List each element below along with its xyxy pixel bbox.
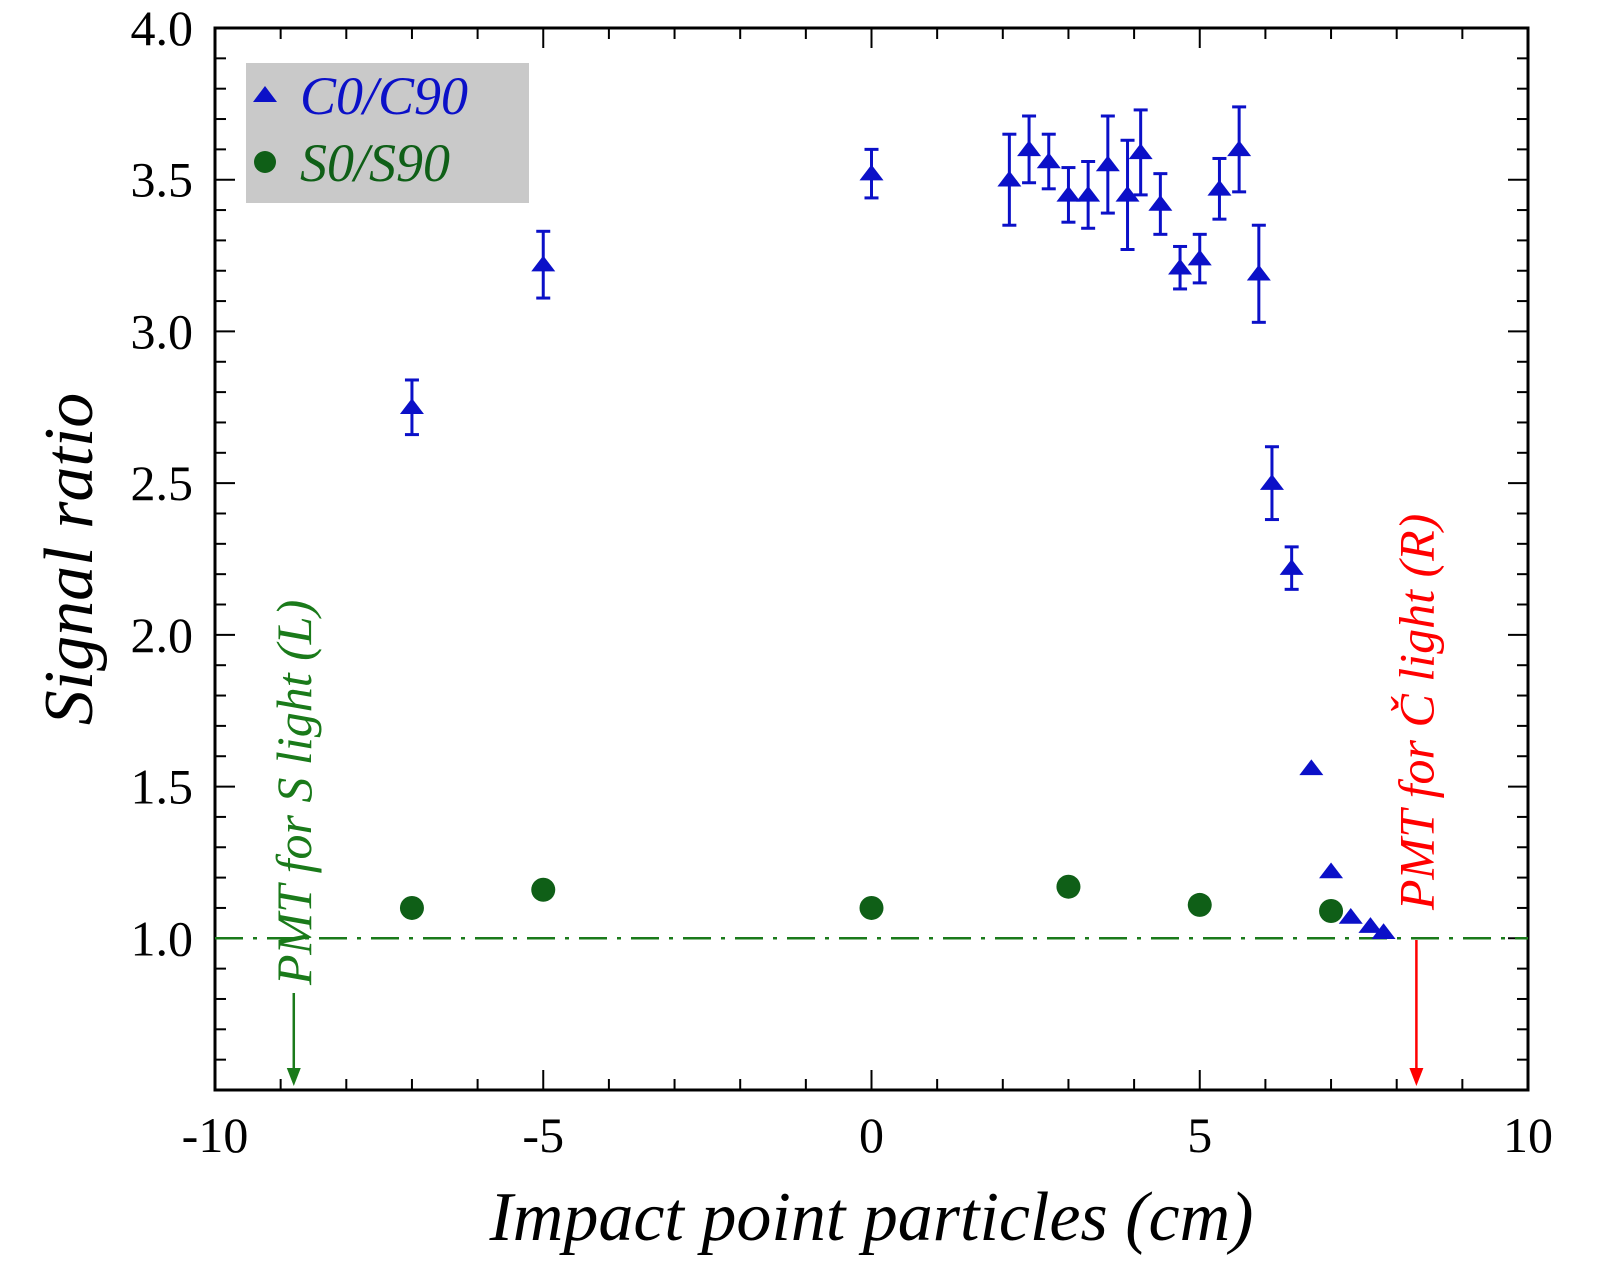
x-tick-label: -5	[522, 1107, 564, 1163]
y-tick-label: 3.5	[131, 152, 194, 208]
legend-label: C0/C90	[300, 66, 468, 126]
legend-box	[246, 63, 529, 203]
series-c0-c90	[399, 105, 1396, 939]
legend-item: S0/S90	[254, 133, 450, 193]
y-tick-label: 2.5	[131, 455, 194, 511]
data-point-triangle	[1095, 155, 1120, 172]
y-tick-label: 3.0	[131, 303, 194, 359]
annotation-arrow-head	[286, 1068, 301, 1086]
data-point-circle	[1319, 898, 1344, 923]
annotation-s-light: PMT for S light (L)	[266, 600, 322, 1086]
data-point-triangle	[1246, 264, 1271, 281]
data-point-triangle	[997, 170, 1022, 187]
annotation-label: PMT for Č light (R)	[1388, 514, 1444, 911]
data-point-circle	[1056, 874, 1081, 899]
data-point-triangle	[1279, 559, 1304, 575]
data-point-triangle	[1148, 194, 1173, 211]
y-tick-label: 1.0	[131, 910, 194, 966]
axis-ticks	[214, 27, 1529, 1091]
data-point-triangle	[399, 398, 424, 415]
y-axis-title: Signal ratio	[31, 393, 108, 726]
data-point-triangle	[531, 255, 556, 272]
annotation-label: PMT for S light (L)	[266, 600, 322, 986]
legend-label: S0/S90	[300, 133, 450, 193]
data-point-circle	[1187, 892, 1212, 917]
x-tick-label: 10	[1503, 1107, 1553, 1163]
data-point-triangle	[1017, 140, 1042, 157]
data-point-circle	[399, 895, 424, 920]
data-point-triangle	[1227, 140, 1252, 157]
data-point-triangle	[1299, 759, 1324, 776]
legend-item: C0/C90	[253, 66, 468, 126]
y-tick-label: 4.0	[131, 0, 194, 56]
annotations: PMT for S light (L) PMT for Č light (R)	[266, 514, 1444, 1086]
data-series	[399, 105, 1396, 939]
data-point-triangle	[1115, 185, 1140, 202]
data-point-triangle	[1338, 908, 1363, 924]
data-point-triangle	[1358, 917, 1383, 933]
x-tick-label: 0	[859, 1107, 884, 1163]
y-tick-label: 2.0	[131, 607, 194, 663]
data-point-triangle	[859, 164, 884, 181]
data-point-circle	[531, 877, 556, 902]
data-point-circle	[859, 895, 884, 920]
data-point-triangle	[1036, 152, 1061, 169]
annotation-arrow-head	[1409, 1068, 1424, 1086]
x-axis-title: Impact point particles (cm)	[489, 1179, 1254, 1256]
data-point-triangle	[1128, 143, 1153, 160]
legend-marker-triangle	[253, 86, 277, 102]
legend: C0/C90 S0/S90	[246, 63, 529, 203]
series-s0-s90	[399, 874, 1344, 923]
data-point-triangle	[1319, 862, 1344, 879]
data-point-triangle	[1168, 258, 1193, 275]
legend-marker-circle	[254, 151, 276, 173]
data-point-triangle	[1207, 179, 1232, 196]
data-point-triangle	[1076, 185, 1101, 202]
x-tick-label: 5	[1187, 1107, 1212, 1163]
x-tick-label: -10	[182, 1107, 249, 1163]
data-point-triangle	[1371, 923, 1396, 939]
data-point-triangle	[1259, 474, 1284, 490]
data-point-triangle	[1056, 185, 1081, 202]
tick-labels: -10 -5 0 5 10 1.0 1.5 2.0 2.5 3.0 3.5 4.0	[131, 0, 1554, 1163]
y-tick-label: 1.5	[131, 759, 194, 815]
data-point-triangle	[1187, 249, 1212, 266]
annotation-c-light: PMT for Č light (R)	[1388, 514, 1444, 1086]
